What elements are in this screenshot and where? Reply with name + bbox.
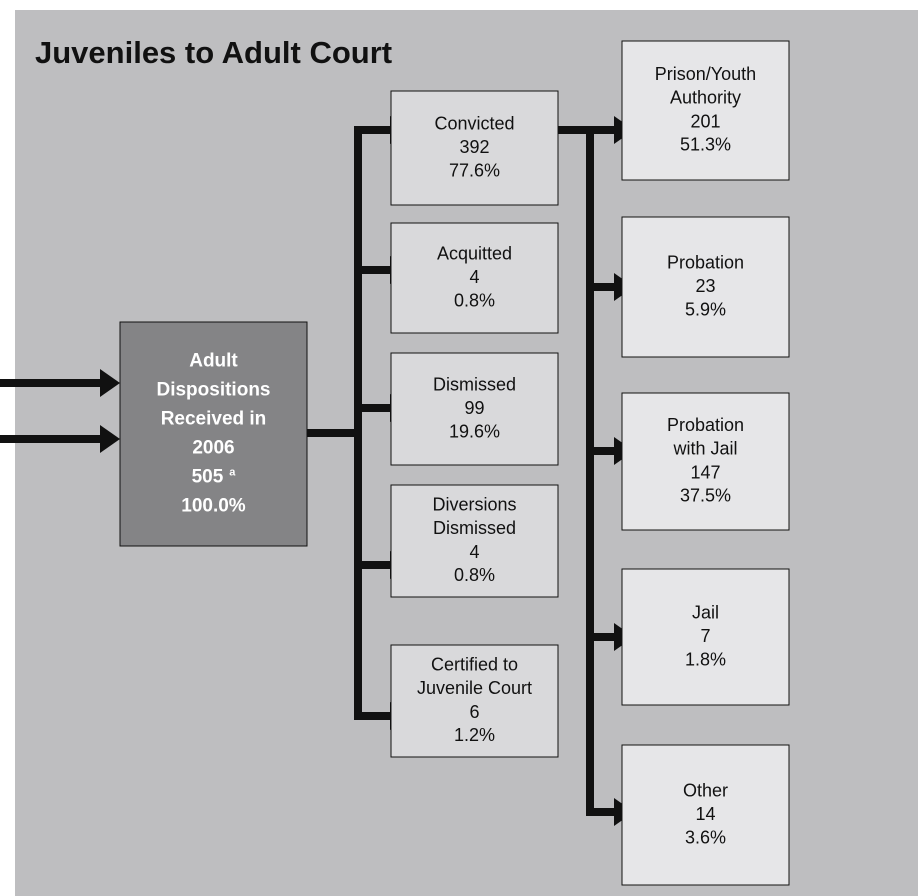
count: 392 (459, 137, 489, 157)
arrowhead (100, 369, 120, 397)
source-label: 2006 (192, 438, 234, 459)
sentence-count: 14 (695, 804, 715, 824)
count: 14 (695, 804, 715, 824)
sentence-node: Probation with Jail 147 37.5% (621, 392, 790, 531)
sentence-box (621, 216, 790, 358)
outcome-node: Certified to Juvenile Court 6 1.2% (390, 644, 559, 758)
outcome-count: 6 (469, 702, 479, 722)
outcome-percent: 19.6% (449, 421, 500, 441)
sentence-count: 7 (700, 626, 710, 646)
sentence-label: Probation (667, 415, 744, 435)
sentence-label: Other (683, 780, 728, 800)
count: 201 (690, 111, 720, 131)
outcome-node: Diversions Dismissed 4 0.8% (390, 484, 559, 598)
outcome-percent: 1.2% (454, 725, 495, 745)
outcome-box (390, 90, 559, 206)
sentence-node: Prison/Youth Authority 201 51.3% (621, 40, 790, 181)
sentence-label: Jail (692, 602, 719, 622)
outcome-box (390, 484, 559, 598)
outcome-box (390, 222, 559, 334)
sentence-count: 23 (695, 276, 715, 296)
count: 99 (464, 398, 484, 418)
title: Juveniles to Adult Court (35, 35, 392, 70)
outcome-label: Juvenile Court (417, 678, 532, 698)
source-label: Received in (161, 409, 267, 430)
sentence-node: Other 14 3.6% (621, 744, 790, 886)
source-node: Adult Dispositions Received in 2006 505 a 100.… (119, 321, 308, 547)
outcome-count: 99 (464, 398, 484, 418)
outcome-label: Acquitted (437, 243, 512, 263)
sentence-box (621, 392, 790, 531)
sentence-label: Prison/Youth (655, 64, 756, 84)
arrowhead (100, 425, 120, 453)
outcome-count: 4 (469, 542, 479, 562)
sentence-label: Authority (670, 88, 741, 108)
sentence-node: Jail 7 1.8% (621, 568, 790, 706)
sentence-count: 201 (690, 111, 720, 131)
outcome-count: 4 (469, 267, 479, 287)
outcome-label: Convicted (434, 113, 514, 133)
count: 6 (469, 702, 479, 722)
sentence-label: Probation (667, 252, 744, 272)
source-label: Adult (189, 351, 238, 372)
count: 7 (700, 626, 710, 646)
sentence-percent: 5.9% (685, 299, 726, 319)
count: 4 (469, 542, 479, 562)
outcome-node: Convicted 392 77.6% (390, 90, 559, 206)
outcome-label: Certified to (431, 655, 518, 675)
count: 147 (690, 462, 720, 482)
source-label: Dispositions (156, 380, 270, 401)
sentence-percent: 3.6% (685, 827, 726, 847)
source-box (119, 321, 308, 547)
outcome-percent: 77.6% (449, 160, 500, 180)
sentence-node: Probation 23 5.9% (621, 216, 790, 358)
count: 23 (695, 276, 715, 296)
outcome-label: Dismissed (433, 374, 516, 394)
outcome-node: Acquitted 4 0.8% (390, 222, 559, 334)
sentence-percent: 37.5% (680, 486, 731, 506)
outcome-node: Dismissed 99 19.6% (390, 352, 559, 466)
sentence-percent: 51.3% (680, 135, 731, 155)
outcome-percent: 0.8% (454, 290, 495, 310)
source-count: 505 a (192, 466, 237, 487)
footnote: a (229, 466, 236, 478)
sentence-box (621, 40, 790, 181)
sentence-count: 147 (690, 462, 720, 482)
count: 505 (192, 467, 224, 488)
count: 4 (469, 267, 479, 287)
sentence-label: with Jail (672, 439, 737, 459)
boxes: Adult Dispositions Received in 2006 505 a 100.… (119, 40, 790, 886)
sentence-box (621, 744, 790, 886)
outcome-box (390, 644, 559, 758)
outcome-count: 392 (459, 137, 489, 157)
outcome-box (390, 352, 559, 466)
outcome-label: Dismissed (433, 518, 516, 538)
outcome-percent: 0.8% (454, 565, 495, 585)
source-percent: 100.0% (181, 496, 246, 517)
sentence-box (621, 568, 790, 706)
outcome-label: Diversions (432, 495, 516, 515)
sentence-percent: 1.8% (685, 649, 726, 669)
